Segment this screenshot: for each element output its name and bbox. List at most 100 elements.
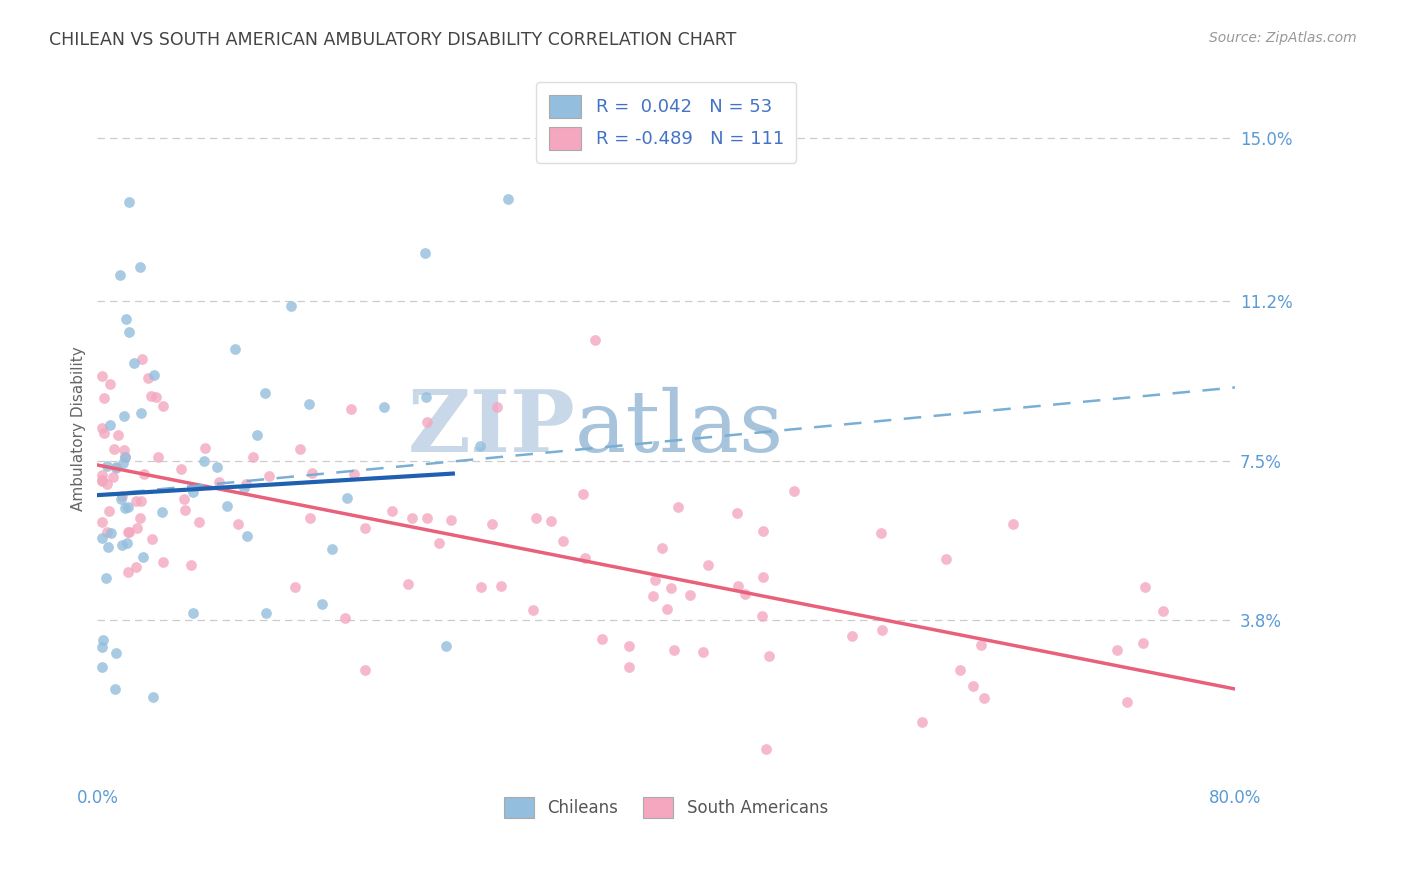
Point: [132, 467, 155, 482]
Point: [110, 491, 132, 506]
Point: [935, 552, 957, 566]
Point: [97, 540, 120, 554]
Point: [973, 690, 995, 705]
Point: [114, 501, 136, 516]
Point: [131, 351, 153, 366]
Point: [232, 481, 254, 495]
Point: [90, 420, 112, 434]
Point: [311, 597, 333, 611]
Point: [90, 369, 112, 384]
Point: [336, 491, 359, 505]
Point: [117, 195, 139, 210]
Point: [242, 450, 264, 465]
Point: [139, 389, 162, 403]
Point: [427, 536, 450, 550]
Point: [1115, 695, 1137, 709]
Point: [254, 386, 277, 401]
Legend: Chileans, South Americans: Chileans, South Americans: [498, 790, 835, 825]
Point: [101, 470, 124, 484]
Point: [572, 487, 595, 501]
Point: [434, 639, 457, 653]
Point: [540, 514, 562, 528]
Point: [415, 245, 437, 260]
Point: [187, 516, 209, 530]
Point: [96, 458, 118, 473]
Point: [90, 659, 112, 673]
Point: [114, 450, 136, 465]
Point: [90, 640, 112, 654]
Point: [489, 578, 512, 592]
Point: [591, 632, 613, 647]
Point: [131, 549, 153, 564]
Point: [522, 602, 544, 616]
Point: [373, 400, 395, 414]
Point: [751, 524, 773, 538]
Point: [353, 521, 375, 535]
Point: [103, 442, 125, 457]
Point: [90, 473, 112, 487]
Point: [122, 356, 145, 370]
Point: [321, 542, 343, 557]
Point: [131, 494, 153, 508]
Point: [440, 513, 463, 527]
Point: [127, 521, 149, 535]
Point: [339, 401, 361, 416]
Point: [280, 299, 302, 313]
Point: [111, 538, 134, 552]
Point: [104, 681, 127, 696]
Point: [181, 484, 204, 499]
Point: [666, 500, 689, 515]
Point: [783, 484, 806, 499]
Point: [124, 493, 146, 508]
Point: [193, 454, 215, 468]
Point: [553, 533, 575, 548]
Point: [105, 460, 128, 475]
Point: [333, 611, 356, 625]
Point: [1002, 516, 1025, 531]
Point: [98, 504, 121, 518]
Point: [117, 500, 139, 515]
Point: [396, 577, 419, 591]
Point: [117, 525, 139, 540]
Point: [758, 648, 780, 663]
Point: [128, 510, 150, 524]
Point: [583, 333, 606, 347]
Point: [949, 663, 972, 677]
Point: [415, 390, 437, 404]
Point: [100, 376, 122, 391]
Point: [727, 506, 749, 520]
Point: [679, 589, 702, 603]
Point: [146, 450, 169, 465]
Point: [524, 511, 547, 525]
Point: [755, 742, 778, 756]
Point: [152, 555, 174, 569]
Point: [752, 570, 775, 584]
Point: [644, 573, 666, 587]
Point: [129, 260, 152, 274]
Point: [284, 580, 307, 594]
Point: [226, 517, 249, 532]
Point: [301, 467, 323, 481]
Point: [962, 679, 984, 693]
Point: [1152, 604, 1174, 618]
Point: [870, 525, 893, 540]
Point: [143, 368, 166, 382]
Point: [152, 399, 174, 413]
Point: [125, 560, 148, 574]
Point: [381, 503, 404, 517]
Text: CHILEAN VS SOUTH AMERICAN AMBULATORY DISABILITY CORRELATION CHART: CHILEAN VS SOUTH AMERICAN AMBULATORY DIS…: [49, 31, 737, 49]
Point: [354, 663, 377, 677]
Point: [245, 428, 267, 442]
Point: [141, 533, 163, 547]
Point: [91, 632, 114, 647]
Point: [107, 428, 129, 442]
Point: [257, 468, 280, 483]
Point: [180, 558, 202, 572]
Point: [96, 525, 118, 540]
Point: [468, 439, 491, 453]
Y-axis label: Ambulatory Disability: Ambulatory Disability: [72, 346, 86, 511]
Point: [217, 499, 239, 513]
Point: [93, 425, 115, 440]
Point: [1132, 636, 1154, 650]
Point: [574, 551, 596, 566]
